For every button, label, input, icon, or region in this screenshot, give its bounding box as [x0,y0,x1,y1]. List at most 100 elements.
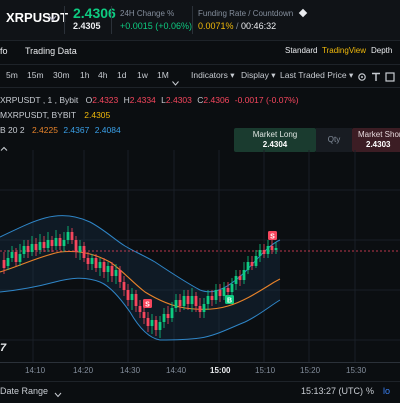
auto-scale-toggle[interactable]: lo [383,386,391,396]
collapse-legend-icon[interactable] [0,140,8,158]
display-button[interactable]: Display ▾ [241,70,276,80]
funding-label: Funding Rate / Countdown [198,9,294,18]
candle-body [266,246,270,254]
x-tick: 14:10 [25,366,46,375]
candle-body [114,270,118,276]
svg-text:S: S [270,234,275,241]
candle-body [210,296,214,300]
bottom-bar [0,381,400,401]
candle-body [170,308,174,318]
symbol-name[interactable]: XRPUSDT [6,10,69,25]
candle-body [162,314,166,322]
candle-body [190,296,194,304]
divider [192,6,193,34]
date-range-button[interactable]: Date Range [0,386,49,396]
gear-icon[interactable] [357,69,367,87]
funding-rate: 0.0071% [198,21,234,31]
legend-change: -0.0017 (-0.07%) [234,95,299,105]
x-axis-line [0,362,400,363]
market-short-button[interactable] [352,128,400,152]
x-tick: 15:30 [346,366,367,375]
price-type-dropdown[interactable]: Last Traded Price ▾ [280,70,354,80]
candle-body [70,232,74,240]
qty-input[interactable] [316,128,352,152]
candle-body [94,258,98,268]
chevron-down-icon[interactable] [48,13,58,23]
signal-buy-1: B [225,295,234,305]
candle-body [246,262,250,270]
legend-high: 2.4334 [129,95,156,105]
candle-body [186,296,190,304]
candle-body [182,296,186,306]
indicators-button[interactable]: Indicators ▾ [191,70,235,80]
timeframe-30m[interactable]: 30m [53,70,70,80]
candle-body [86,258,90,264]
change-label: 24H Change % [120,9,175,18]
expand-icon[interactable] [385,69,395,87]
svg-text:S: S [145,302,150,309]
candle-body [50,240,54,246]
candle-body [254,256,258,266]
candle-body [202,304,206,312]
legend-bb-title: B 20 2 [0,125,25,135]
timeframe-1M[interactable]: 1M [157,70,169,80]
candle-body [226,288,230,292]
candle-body [30,244,34,252]
candle-body [234,276,238,284]
candle-body [42,242,46,248]
chevron-down-icon[interactable] [54,385,62,403]
timeframe-5m[interactable]: 5m [6,70,18,80]
chevron-down-icon[interactable] [172,73,179,91]
legend-mark-title: MXRPUSDT, BYBIT [0,110,76,120]
tab-depth[interactable]: Depth [371,46,393,55]
divider [111,6,112,34]
price-chart[interactable]: S S B 7 [0,150,400,362]
countdown: 00:46:32 [241,21,277,31]
utc-clock: 15:13:27 (UTC) [301,386,364,396]
x-tick: 15:00 [210,366,231,375]
candle-body [82,246,86,258]
candle-body [62,240,66,246]
candle-body [98,262,102,268]
legend-mark-value: 2.4305 [84,110,111,120]
timeframe-1d[interactable]: 1d [117,70,127,80]
timeframe-1h[interactable]: 1h [80,70,90,80]
x-tick: 14:20 [73,366,94,375]
candle-body [130,294,134,300]
legend-bb-lower: 2.4084 [94,125,121,135]
candle-body [6,258,10,266]
timeframe-1w[interactable]: 1w [137,70,148,80]
candle-body [106,266,110,272]
candle-body [90,258,94,264]
candles [2,226,278,338]
candle-body [250,262,254,266]
percent-scale-toggle[interactable]: % [366,386,375,396]
timeframe-15m[interactable]: 15m [27,70,44,80]
chart-tabs-bar [0,41,400,63]
candle-body [38,242,42,250]
candle-body [46,240,50,248]
x-tick: 14:40 [166,366,187,375]
tab-trading-data[interactable]: Trading Data [25,46,77,56]
ticker-header [0,0,400,41]
text-tool-icon[interactable] [371,69,381,87]
x-tick: 14:30 [120,366,141,375]
candle-body [54,238,58,246]
tab-tradingview[interactable]: TradingView [322,46,367,55]
chart-toolbar [0,64,400,88]
candle-body [122,282,126,290]
ma-line [0,250,281,310]
legend-bb-upper: 2.4367 [63,125,90,135]
candle-body [214,290,218,300]
candle-body [222,288,226,296]
tab-standard[interactable]: Standard [285,46,318,55]
candle-body [10,252,14,258]
tab-info[interactable]: fo [0,46,8,56]
candle-body [26,246,30,252]
market-long-button[interactable] [234,128,316,152]
legend-bollinger: B 20 2 2.4225 2.4367 2.4084 [0,125,121,135]
candle-body [150,320,154,326]
candle-body [154,320,158,330]
timeframe-4h[interactable]: 4h [98,70,108,80]
candle-body [78,246,82,252]
